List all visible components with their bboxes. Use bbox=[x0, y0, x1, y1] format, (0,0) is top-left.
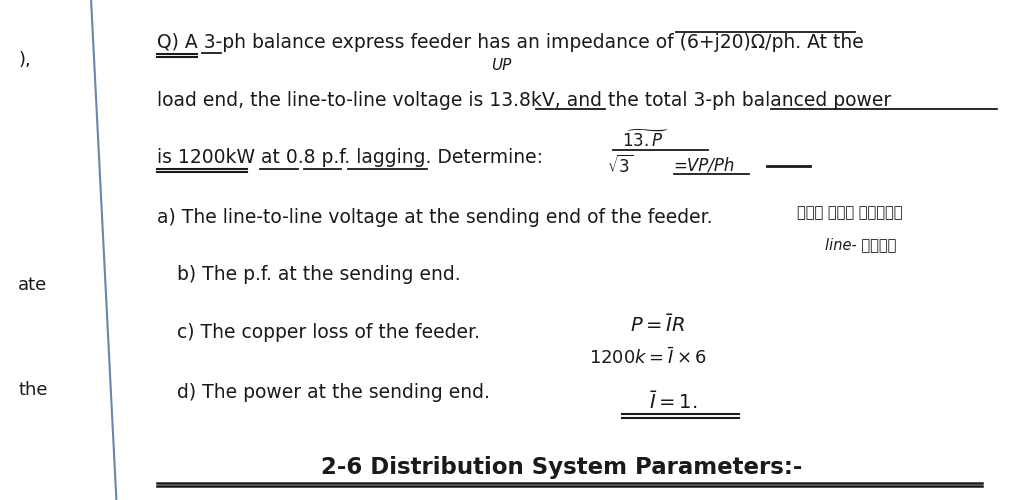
Text: c) The copper loss of the feeder.: c) The copper loss of the feeder. bbox=[177, 323, 479, 342]
Text: =VP/Ph: =VP/Ph bbox=[672, 157, 734, 175]
Text: $P=\bar{I}R$: $P=\bar{I}R$ bbox=[630, 314, 684, 336]
Text: b) The p.f. at the sending end.: b) The p.f. at the sending end. bbox=[177, 266, 460, 284]
Text: UP: UP bbox=[490, 58, 511, 72]
Text: لاو ذكر فولطة: لاو ذكر فولطة bbox=[797, 205, 902, 220]
Text: $\bar{I} = 1.$: $\bar{I} = 1.$ bbox=[648, 392, 697, 413]
Text: is 1200kW at 0.8 p.f. lagging. Determine:: is 1200kW at 0.8 p.f. lagging. Determine… bbox=[157, 148, 542, 167]
Text: Q) A 3-ph balance express feeder has an impedance of (6+j20)Ω/ph. At the: Q) A 3-ph balance express feeder has an … bbox=[157, 33, 862, 52]
Text: the: the bbox=[18, 381, 48, 399]
Text: $\sqrt{3}$: $\sqrt{3}$ bbox=[607, 155, 633, 177]
Text: ate: ate bbox=[18, 276, 48, 294]
Text: load end, the line-to-line voltage is 13.8kV, and the total 3-ph balanced power: load end, the line-to-line voltage is 13… bbox=[157, 90, 891, 110]
Text: d) The power at the sending end.: d) The power at the sending end. bbox=[177, 383, 489, 402]
Text: a) The line-to-line voltage at the sending end of the feeder.: a) The line-to-line voltage at the sendi… bbox=[157, 208, 712, 227]
Text: line- لاذن: line- لاذن bbox=[824, 238, 895, 252]
Text: $1200k = \bar{I} \times 6$: $1200k = \bar{I} \times 6$ bbox=[588, 347, 706, 368]
Text: $\widetilde{13.P}$: $\widetilde{13.P}$ bbox=[622, 130, 668, 150]
Text: 2-6 Distribution System Parameters:-: 2-6 Distribution System Parameters:- bbox=[320, 456, 802, 479]
Text: ),: ), bbox=[18, 51, 31, 69]
